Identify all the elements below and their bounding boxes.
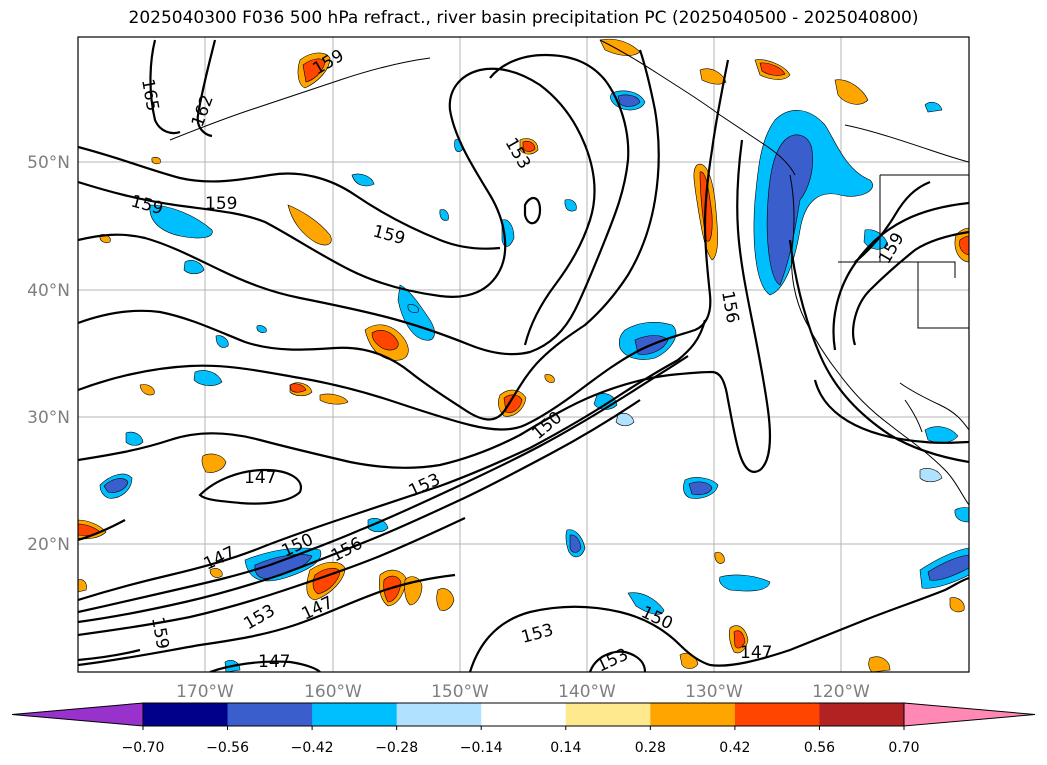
colorbar-segment: [481, 703, 567, 726]
lat-label-30n: 30°N: [27, 408, 70, 428]
lon-label-130w: 130°W: [685, 682, 743, 702]
colorbar-frame: [142, 702, 905, 727]
map-plot-area: [78, 37, 969, 672]
lon-label-140w: 140°W: [558, 682, 616, 702]
colorbar-tick-label: 0.56: [804, 740, 835, 756]
colorbar-segment: [650, 703, 736, 726]
colorbar-tick-label: 0.70: [888, 740, 919, 756]
colorbar-segment: [734, 703, 820, 726]
contour-label: 147: [258, 652, 290, 672]
lon-label-150w: 150°W: [431, 682, 489, 702]
colorbar-tick-label: −0.56: [206, 740, 249, 756]
colorbar-tick-label: −0.14: [460, 740, 503, 756]
lat-label-20n: 20°N: [27, 535, 70, 555]
colorbar-segment: [143, 703, 229, 726]
map-title: 2025040300 F036 500 hPa refract., river …: [128, 8, 919, 28]
lon-label-120w: 120°W: [812, 682, 870, 702]
colorbar: −0.70 −0.56 −0.42 −0.28 −0.14 0.14 0.28 0.42 0.5…: [11, 702, 1036, 756]
refractivity-contours: [78, 39, 969, 672]
map-frame: [77, 36, 970, 673]
precipitation-shading: [78, 38, 969, 672]
colorbar-segment: [396, 703, 482, 726]
colorbar-tick-label: 0.42: [719, 740, 750, 756]
colorbar-tick-label: 0.14: [550, 740, 581, 756]
colorbar-tick-label: −0.42: [291, 740, 334, 756]
colorbar-extend-max: [903, 702, 1036, 727]
latitude-labels: 50°N 40°N 30°N 20°N: [27, 153, 70, 555]
longitude-labels: 170°W 160°W 150°W 140°W 130°W 120°W: [176, 682, 870, 702]
colorbar-segment: [227, 703, 313, 726]
lat-label-40n: 40°N: [27, 281, 70, 301]
colorbar-segment: [312, 703, 398, 726]
lon-label-160w: 160°W: [304, 682, 362, 702]
lon-label-170w: 170°W: [176, 682, 234, 702]
contour-label: 147: [244, 468, 276, 488]
colorbar-segment: [565, 703, 651, 726]
colorbar-segment: [819, 703, 905, 726]
colorbar-tick-label: 0.28: [635, 740, 666, 756]
colorbar-tick-label: −0.28: [375, 740, 418, 756]
contour-label: 159: [205, 194, 237, 214]
contour-label: 147: [740, 643, 772, 663]
colorbar-tick-label: −0.70: [122, 740, 165, 756]
lat-label-50n: 50°N: [27, 153, 70, 173]
colorbar-extend-min: [11, 702, 144, 727]
